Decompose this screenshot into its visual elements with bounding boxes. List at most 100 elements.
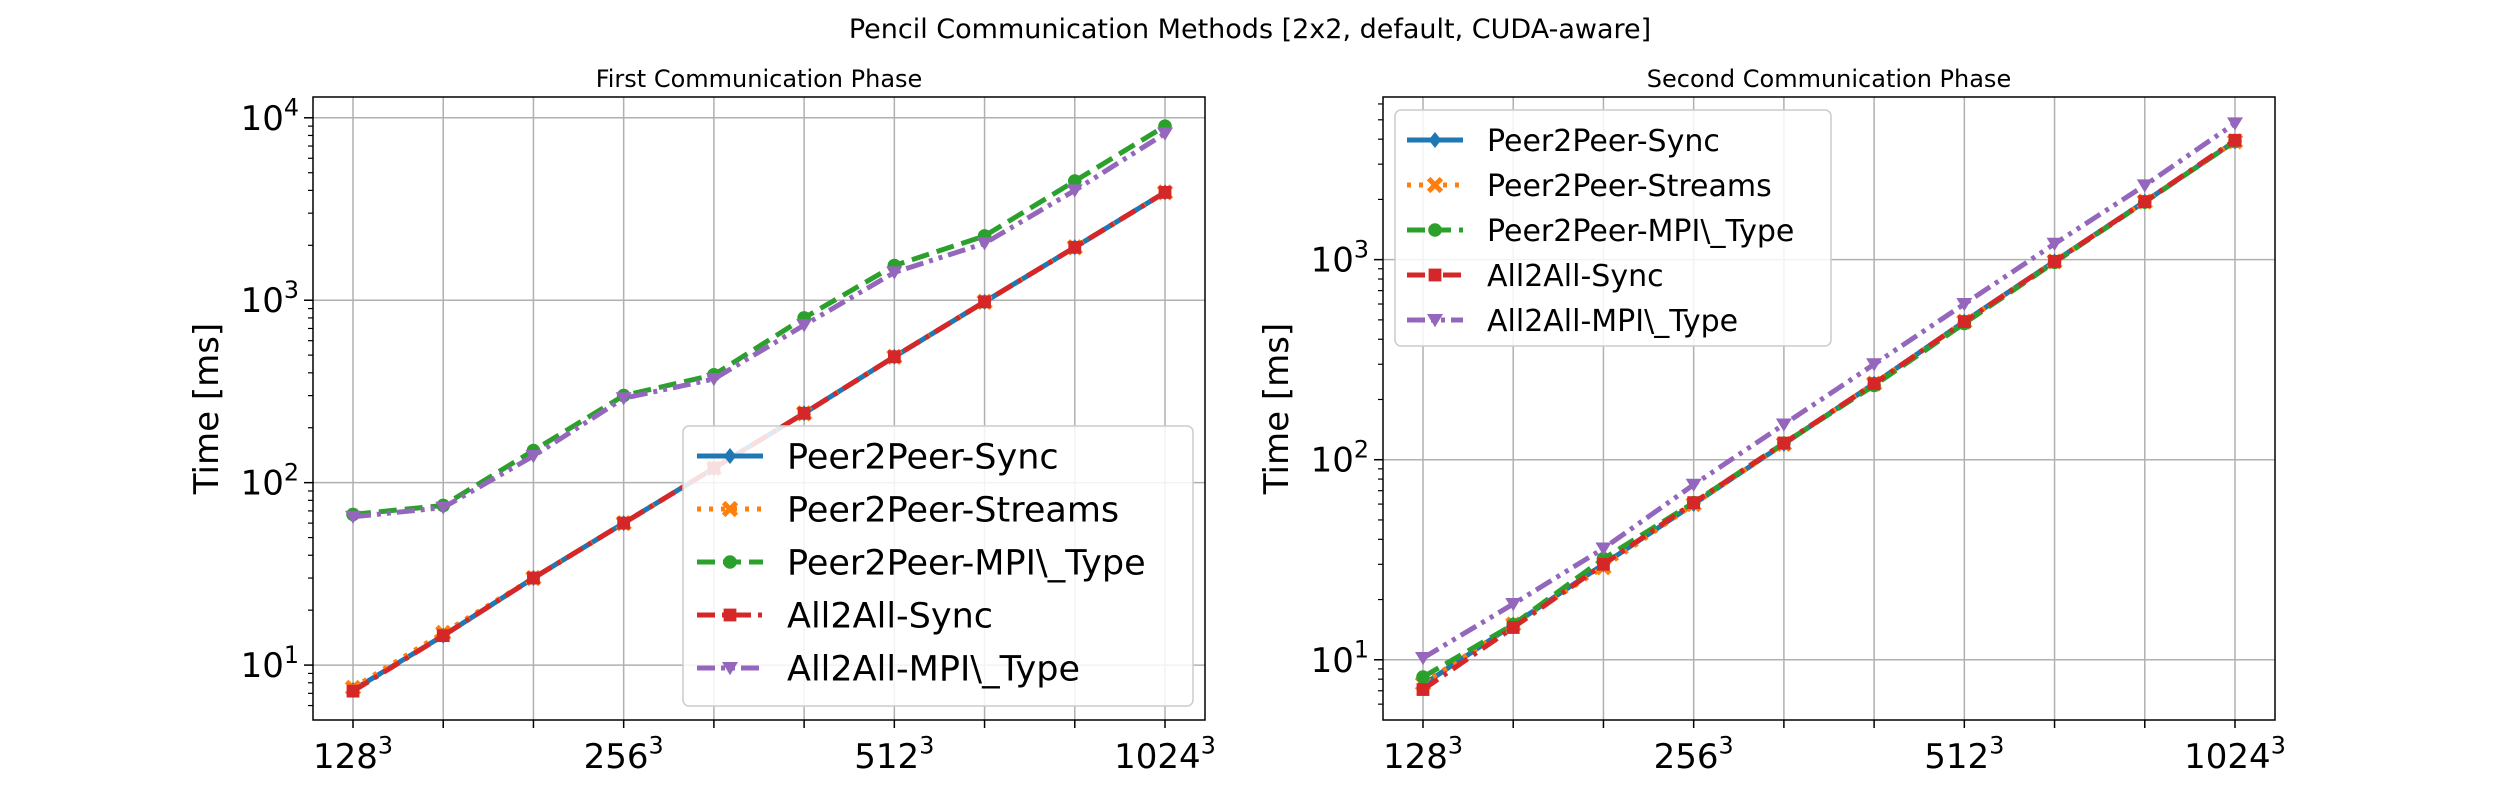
tick-label-y-base: 10 <box>1311 641 1354 681</box>
data-point <box>887 350 901 364</box>
tick-label-y-exp: 4 <box>284 94 299 122</box>
legend-label: All2All-Sync <box>1487 259 1664 294</box>
data-point <box>886 266 903 280</box>
legend-marker <box>1428 268 1442 282</box>
tick-label-y: 101 <box>241 641 299 686</box>
data-point <box>615 392 632 406</box>
tick-label-x-base: 128 <box>313 737 378 777</box>
tick-label-x-exp: 3 <box>2271 732 2286 760</box>
legend-marker <box>1428 132 1442 148</box>
data-point <box>1777 436 1791 450</box>
data-point <box>2138 195 2152 209</box>
data-point <box>1957 315 1971 329</box>
tick-label-y-base: 10 <box>1311 241 1354 281</box>
tick-label-y: 103 <box>241 276 299 321</box>
data-point <box>346 684 360 698</box>
series-line <box>1421 138 2237 692</box>
legend-marker <box>723 448 737 464</box>
legend-marker <box>1427 314 1443 328</box>
data-point <box>1158 185 1172 199</box>
data-point <box>2046 237 2063 251</box>
data-point <box>436 629 450 643</box>
tick-label-y-base: 10 <box>241 99 284 139</box>
legend-marker <box>1428 223 1442 237</box>
tick-label-y: 103 <box>1311 235 1369 280</box>
data-point <box>978 295 991 309</box>
tick-label-x-base: 512 <box>1924 737 1989 777</box>
plot-frame <box>1382 96 2276 721</box>
data-point <box>527 571 540 585</box>
tick-label-x: 5123 <box>854 732 934 777</box>
series-line <box>1421 139 2237 680</box>
tick-label-y: 101 <box>1311 635 1369 680</box>
data-point <box>435 501 452 515</box>
tick-label-x-exp: 3 <box>1989 732 2004 760</box>
tick-label-x-base: 256 <box>1654 737 1719 777</box>
legend-marker <box>721 500 739 518</box>
tick-label-y-exp: 2 <box>284 458 299 486</box>
panel-title: First Communication Phase <box>596 65 923 93</box>
axis-label-y: Time [ms] <box>1257 323 1297 495</box>
legend-label: All2All-MPI\_Type <box>1487 304 1738 339</box>
data-point <box>1595 542 1612 556</box>
tick-label-y-exp: 3 <box>1354 235 1369 263</box>
data-point <box>1687 496 1701 510</box>
data-point <box>796 319 813 333</box>
legend-marker <box>723 555 737 569</box>
tick-label-y-base: 10 <box>241 646 284 686</box>
axis-label-y: Time [ms] <box>187 323 227 495</box>
tick-label-x-base: 128 <box>1383 737 1448 777</box>
data-point <box>705 372 722 387</box>
series-line <box>352 131 1167 520</box>
tick-label-y-base: 10 <box>241 464 284 504</box>
series-line <box>352 123 1167 517</box>
panel-first-phase: First Communication Phase101102103104128… <box>187 65 1216 777</box>
tick-label-x-exp: 3 <box>1448 732 1463 760</box>
panel-title: Second Communication Phase <box>1647 65 2011 93</box>
tick-label-x: 10243 <box>1114 732 1216 777</box>
tick-label-x-base: 256 <box>584 737 649 777</box>
legend-marker <box>1426 176 1444 194</box>
tick-label-x: 2563 <box>584 732 664 777</box>
data-point <box>2048 254 2061 268</box>
data-point <box>1775 418 1792 432</box>
data-point <box>1505 598 1522 612</box>
data-point <box>1597 557 1610 571</box>
legend-label: Peer2Peer-Sync <box>787 438 1059 478</box>
tick-label-x-base: 1024 <box>2184 737 2271 777</box>
data-point <box>345 510 361 524</box>
tick-label-x-exp: 3 <box>1201 732 1216 760</box>
data-point <box>1416 670 1430 684</box>
data-point <box>1866 358 1883 372</box>
tick-label-x-exp: 3 <box>1719 732 1734 760</box>
data-point <box>1685 478 1702 492</box>
tick-label-x-base: 1024 <box>1114 737 1201 777</box>
legend-label: All2All-Sync <box>787 597 993 637</box>
legend-label: Peer2Peer-MPI\_Type <box>1487 214 1794 249</box>
data-point <box>525 449 542 464</box>
data-point <box>1157 127 1173 141</box>
tick-label-x: 1283 <box>1383 732 1463 777</box>
tick-label-x-base: 512 <box>854 737 919 777</box>
tick-label-x: 5123 <box>1924 732 2004 777</box>
tick-label-y-base: 10 <box>241 281 284 321</box>
legend-label: Peer2Peer-Streams <box>1487 169 1772 204</box>
tick-label-x-exp: 3 <box>919 732 934 760</box>
figure-suptitle: Pencil Communication Methods [2x2, defau… <box>849 14 1651 45</box>
legend-label: Peer2Peer-Streams <box>787 491 1119 531</box>
data-point <box>1416 683 1430 696</box>
data-point <box>976 237 993 251</box>
data-point <box>617 516 631 530</box>
legend: Peer2Peer-Sync Peer2Peer-Streams Peer2Peer… <box>682 425 1194 707</box>
legend-label: All2All-MPI\_Type <box>787 650 1080 690</box>
tick-label-x-exp: 3 <box>649 732 664 760</box>
data-point <box>1506 621 1520 634</box>
legend-label: Peer2Peer-MPI\_Type <box>787 544 1146 584</box>
legend: Peer2Peer-Sync Peer2Peer-Streams Peer2Peer… <box>1394 109 1832 347</box>
tick-label-x: 2563 <box>1654 732 1734 777</box>
data-point <box>2228 133 2242 147</box>
legend-marker <box>722 662 738 676</box>
data-point <box>1415 652 1431 666</box>
